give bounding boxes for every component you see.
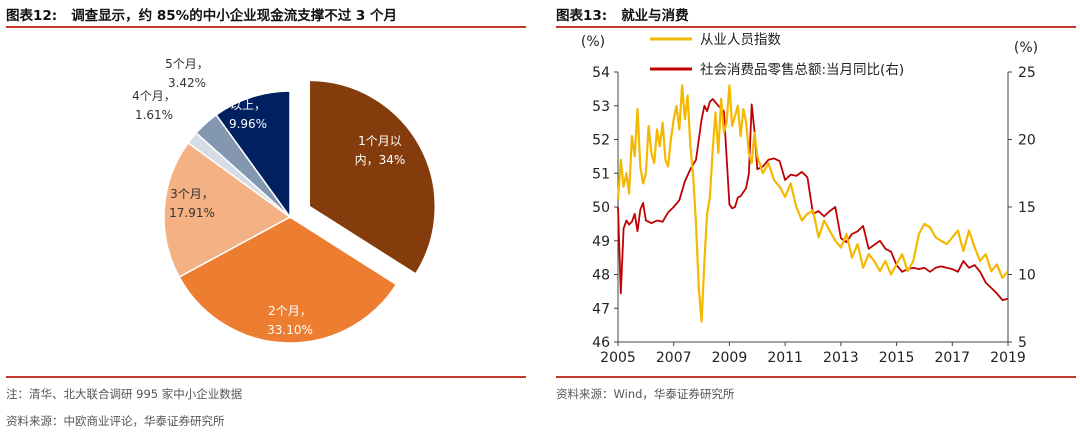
slice-label: 6个月以上， 9.96% bbox=[229, 79, 267, 131]
y-tick-label-right: 15 bbox=[1018, 200, 1036, 216]
chart-note: 注：清华、北大联合调研 995 家中小企业数据 bbox=[6, 387, 243, 401]
footer-rule bbox=[556, 376, 1076, 378]
y-tick-label-right: 10 bbox=[1018, 268, 1036, 284]
x-tick-label: 2005 bbox=[600, 350, 636, 366]
pie-slice bbox=[308, 79, 436, 275]
line-chart: 46 47 48 49 50 51 52 53 54 5 10 15 20 25 2005 2007 2009 2… bbox=[581, 32, 1038, 366]
chart-title-text: 就业与消费 bbox=[621, 8, 689, 24]
y-axis-unit-right: (%) bbox=[1014, 40, 1038, 56]
title-rule bbox=[6, 26, 526, 28]
chart-source: 资料来源：Wind，华泰证券研究所 bbox=[556, 387, 735, 401]
chart-number: 图表12: bbox=[6, 8, 58, 24]
pie-chart: 1个月以内，34% 2个月， 33.10% 3个月， 17.91% 4个月， 1.61%5个… bbox=[132, 57, 436, 344]
pie-slice bbox=[163, 141, 292, 279]
slice-label: 1个月以内，34% bbox=[355, 134, 406, 167]
chart-title-text: 调查显示，约 85%的中小企业现金流支撑不过 3 个月 bbox=[71, 8, 397, 24]
series-line bbox=[616, 84, 1009, 323]
x-tick-label: 2007 bbox=[656, 350, 692, 366]
x-tick-label: 2009 bbox=[712, 350, 748, 366]
chart-number: 图表13: bbox=[556, 8, 608, 24]
chart-title: 图表12: 调查显示，约 85%的中小企业现金流支撑不过 3 个月 bbox=[6, 4, 397, 24]
pie-slice bbox=[178, 216, 398, 344]
footer-rule bbox=[6, 376, 526, 378]
slice-label: 4个月， 1.61% bbox=[132, 89, 176, 122]
y-tick-label-left: 47 bbox=[592, 301, 610, 317]
y-tick-label-left: 52 bbox=[592, 133, 610, 149]
chart-title: 图表13: 就业与消费 bbox=[556, 4, 689, 24]
y-tick-label-left: 48 bbox=[592, 268, 610, 284]
series-line bbox=[617, 98, 1009, 302]
left-panel: 图表12: 调查显示，约 85%的中小企业现金流支撑不过 3 个月 1个月以内，3… bbox=[0, 0, 530, 436]
x-tick-label: 2015 bbox=[879, 350, 915, 366]
y-tick-label-left: 49 bbox=[592, 234, 610, 250]
x-tick-label: 2013 bbox=[823, 350, 859, 366]
right-panel: 图表13: 就业与消费 46 47 48 49 50 51 52 53 54 5 10 15 20 25 20… bbox=[550, 0, 1080, 436]
y-tick-label-right: 25 bbox=[1018, 65, 1036, 81]
y-tick-label-left: 53 bbox=[592, 99, 610, 115]
legend-label: 社会消费品零售总额:当月同比(右) bbox=[700, 62, 904, 78]
y-tick-label-left: 50 bbox=[592, 200, 610, 216]
y-tick-label-right: 20 bbox=[1018, 133, 1036, 149]
y-tick-label-left: 51 bbox=[592, 166, 610, 182]
y-tick-label-right: 5 bbox=[1018, 335, 1027, 351]
x-tick-label: 2019 bbox=[990, 350, 1026, 366]
slice-label: 2个月， 33.10% bbox=[267, 304, 313, 337]
pie-slice bbox=[215, 90, 291, 220]
slice-label: 3个月， 17.91% bbox=[169, 187, 215, 220]
x-tick-label: 2011 bbox=[767, 350, 803, 366]
title-rule bbox=[556, 26, 1076, 28]
y-tick-label-left: 54 bbox=[592, 65, 610, 81]
chart-source: 资料来源：中欧商业评论，华泰证券研究所 bbox=[6, 414, 225, 428]
x-tick-label: 2017 bbox=[934, 350, 970, 366]
legend-label: 从业人员指数 bbox=[700, 32, 781, 48]
slice-label: 5个月， 3.42% bbox=[165, 57, 209, 90]
y-tick-label-left: 46 bbox=[592, 335, 610, 351]
y-axis-unit-left: (%) bbox=[581, 34, 605, 50]
